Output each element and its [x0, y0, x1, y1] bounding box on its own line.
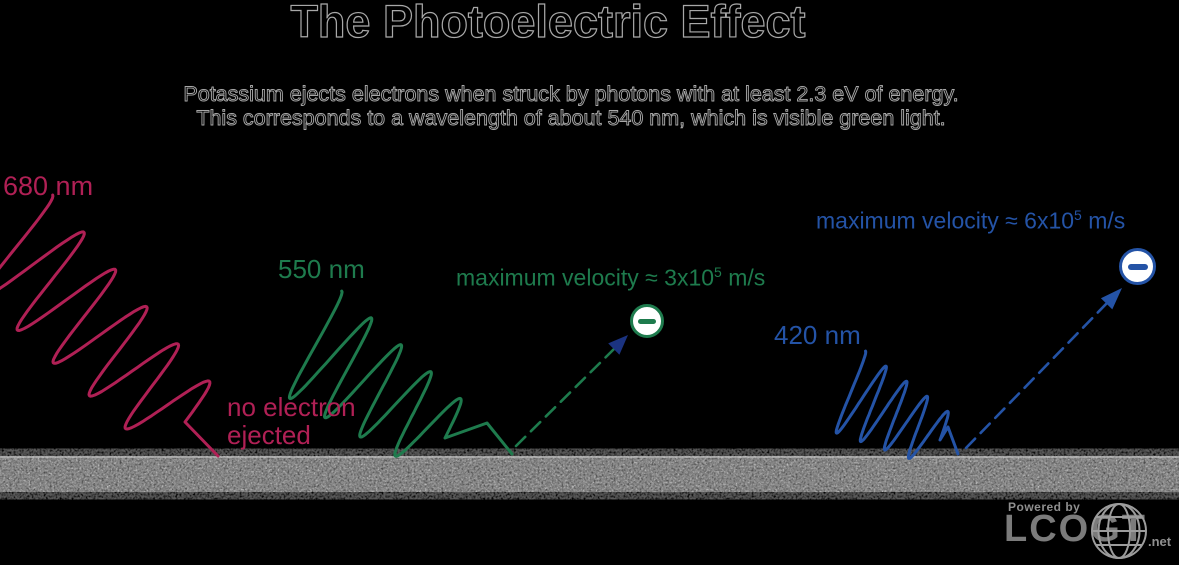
arrowhead-icon-green-arrow [608, 335, 628, 355]
lcogt-logo: Powered by LCOGT .net [1002, 498, 1179, 565]
velocity-exponent: 5 [714, 264, 722, 280]
subtitle-line-2: This corresponds to a wavelength of abou… [196, 106, 946, 131]
metal-surface-texture-light [0, 456, 1179, 492]
photon-wave-550nm [287, 289, 514, 458]
wavelength-label-420nm: 420 nm [774, 320, 861, 350]
electron-icon-green [630, 304, 664, 338]
subtitle-line-1: Potassium ejects electrons when struck b… [183, 82, 959, 107]
velocity-exponent: 5 [1074, 207, 1082, 223]
ejected-electron-arrow-blue [964, 300, 1110, 450]
minus-icon [1127, 263, 1148, 270]
logo-name-text: LCOGT [1004, 508, 1147, 550]
arrowhead-icon-blue-arrow [1100, 288, 1122, 310]
velocity-units: m/s [721, 264, 766, 291]
velocity-text: maximum velocity ≈ 6x10 [816, 207, 1075, 234]
max-velocity-label-green: maximum velocity ≈ 3x105 m/s [456, 264, 765, 292]
metal-surface [0, 456, 1179, 492]
electron-icon-blue [1119, 248, 1156, 285]
page-title: The Photoelectric Effect [290, 0, 806, 48]
no-electron-caption-line-1: no electron [227, 392, 356, 422]
logo-net-text: .net [1148, 534, 1172, 549]
subtitle: Potassium ejects electrons when struck b… [0, 82, 1142, 131]
velocity-units: m/s [1081, 207, 1126, 234]
no-electron-caption-line-2: ejected [227, 420, 311, 450]
ejected-electron-arrow-green [514, 347, 616, 448]
no-electron-caption: no electron ejected [227, 393, 356, 449]
logo-powered-by-text: Powered by [1008, 500, 1081, 514]
globe-icon [1091, 503, 1147, 559]
minus-icon [638, 318, 656, 324]
wavelength-label-680nm: 680 nm [3, 171, 94, 201]
max-velocity-label-blue: maximum velocity ≈ 6x105 m/s [816, 207, 1125, 235]
photon-wave-680nm [0, 193, 220, 458]
velocity-text: maximum velocity ≈ 3x10 [456, 264, 715, 291]
photon-wave-420nm [834, 349, 960, 460]
wavelength-label-550nm: 550 nm [278, 254, 365, 284]
